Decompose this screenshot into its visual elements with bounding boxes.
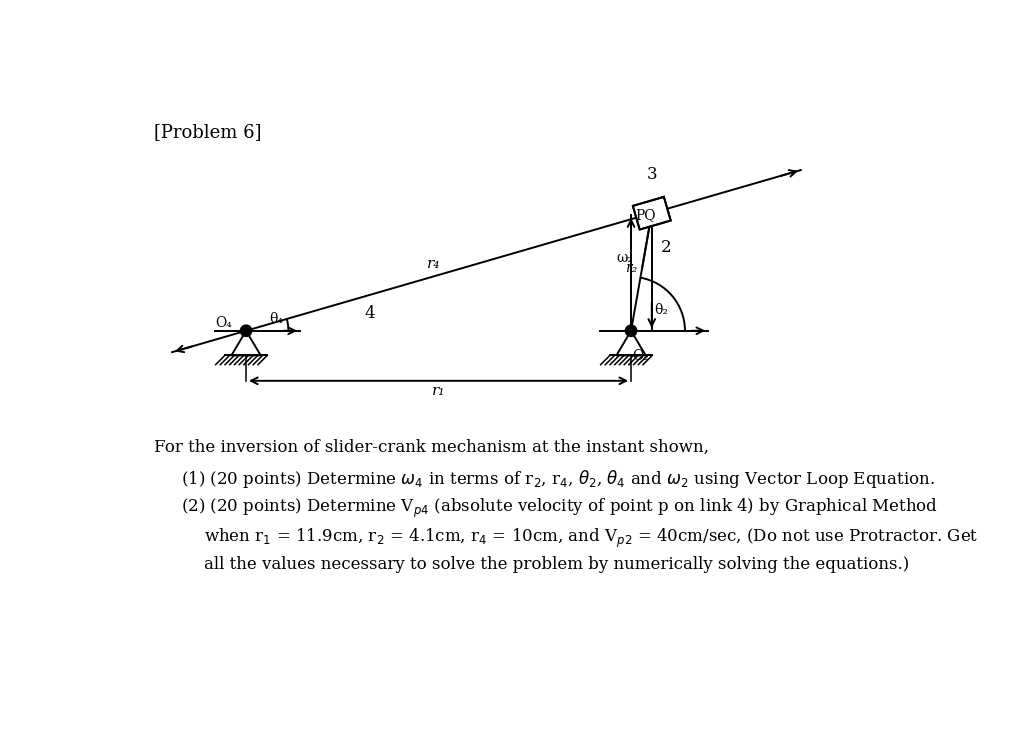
Circle shape [241,326,252,336]
Text: 4: 4 [365,305,375,322]
Text: (1) (20 points) Determine $\omega_4$ in terms of r$_2$, r$_4$, $\theta_2$, $\the: (1) (20 points) Determine $\omega_4$ in … [180,467,935,490]
Text: [Problem 6]: [Problem 6] [154,123,261,141]
Text: ω₂: ω₂ [616,251,633,265]
Circle shape [626,326,637,336]
Text: r₂: r₂ [625,261,637,275]
Text: r₁: r₁ [432,384,445,398]
Text: 2: 2 [660,240,672,257]
Text: θ₄: θ₄ [269,312,283,326]
Text: r₄: r₄ [427,257,440,271]
Text: For the inversion of slider-crank mechanism at the instant shown,: For the inversion of slider-crank mechan… [154,439,709,456]
Text: 3: 3 [646,165,657,182]
Text: θ₂: θ₂ [654,303,669,317]
Text: (2) (20 points) Determine V$_{p4}$ (absolute velocity of point p on link 4) by G: (2) (20 points) Determine V$_{p4}$ (abso… [180,497,938,520]
Text: all the values necessary to solve the problem by numerically solving the equatio: all the values necessary to solve the pr… [204,556,909,573]
Polygon shape [633,197,671,229]
Text: when r$_1$ = 11.9cm, r$_2$ = 4.1cm, r$_4$ = 10cm, and V$_{p2}$ = 40cm/sec, (Do n: when r$_1$ = 11.9cm, r$_2$ = 4.1cm, r$_4… [204,526,978,550]
Text: PQ: PQ [635,208,656,222]
Text: O₂: O₂ [633,349,649,363]
Text: O₄: O₄ [215,316,232,330]
